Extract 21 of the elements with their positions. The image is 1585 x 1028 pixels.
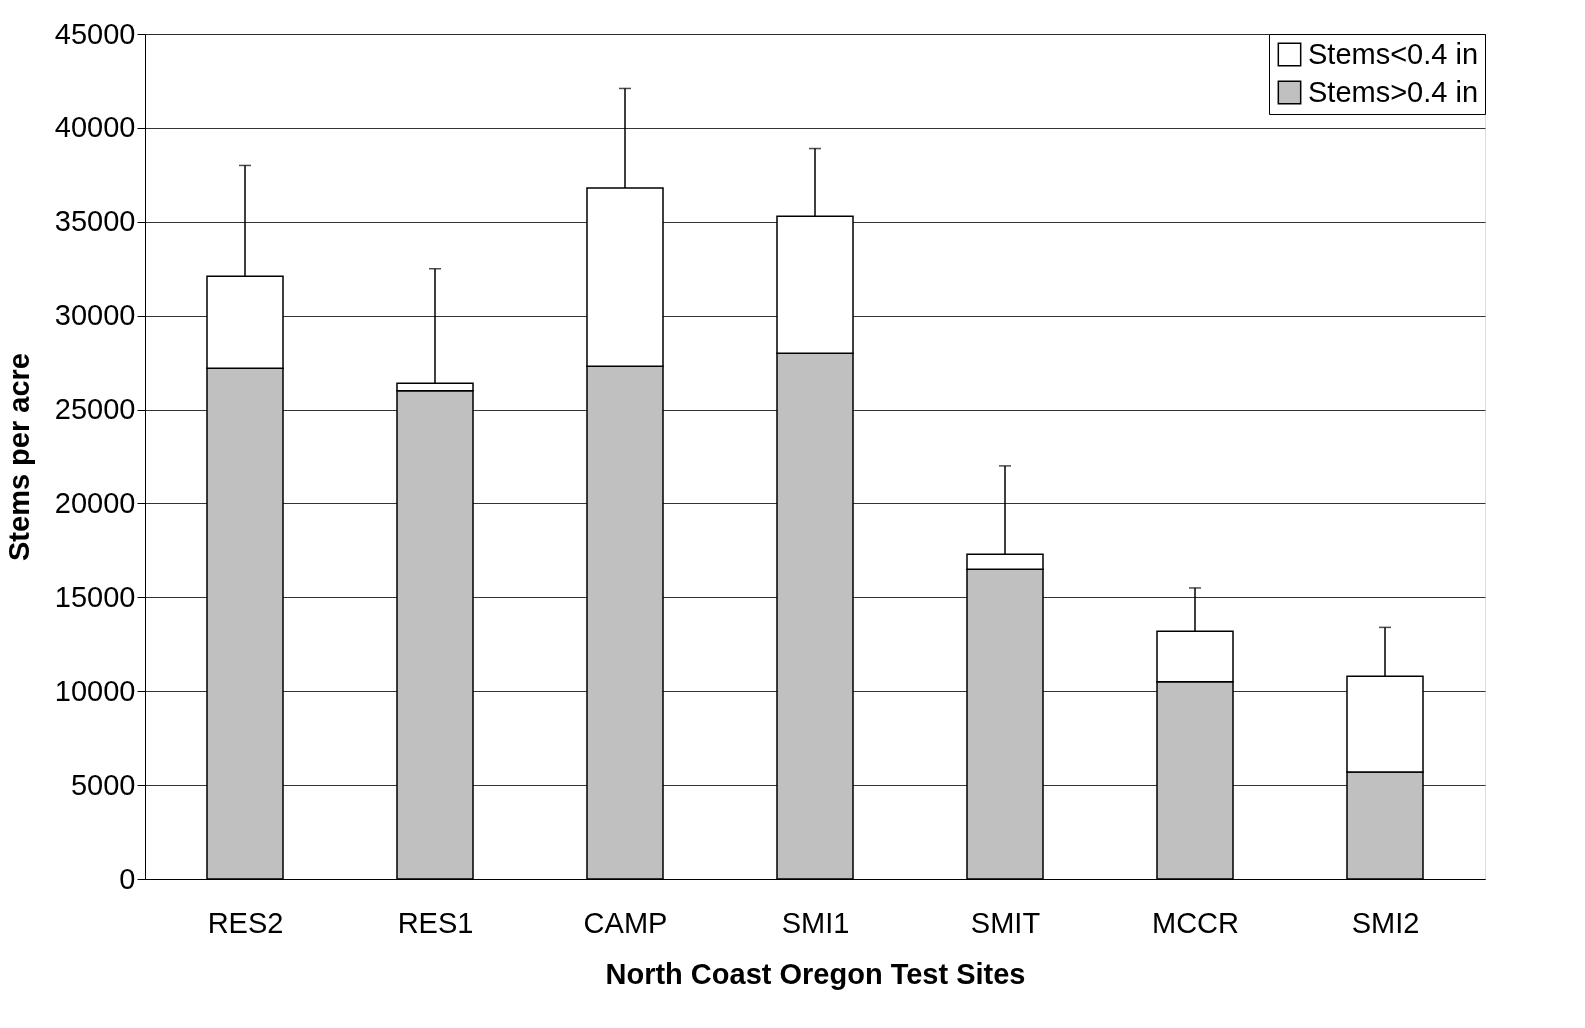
y-tick-label: 0 [119, 862, 136, 895]
y-tick-label: 10000 [54, 674, 136, 707]
y-tick-label: 25000 [54, 393, 136, 426]
x-tick-label: SMIT [970, 906, 1041, 939]
legend-label: Stems<0.4 in [1308, 37, 1479, 70]
y-tick-label: 5000 [70, 768, 136, 801]
x-axis-title: North Coast Oregon Test Sites [605, 957, 1026, 990]
y-tick-label: 40000 [54, 111, 136, 144]
y-axis-title: Stems per acre [2, 353, 35, 561]
x-tick-label: RES2 [207, 906, 284, 939]
y-tick-label: 30000 [54, 299, 136, 332]
x-tick-label: MCCR [1152, 906, 1239, 939]
x-tick-label: CAMP [583, 906, 668, 939]
y-tick-label: 15000 [54, 580, 136, 613]
x-tick-label: SMI2 [1351, 906, 1420, 939]
x-tick-label: RES1 [397, 906, 474, 939]
y-tick-label: 20000 [54, 486, 136, 519]
x-tick-label: SMI1 [781, 906, 850, 939]
y-tick-label: 45000 [54, 17, 136, 50]
legend-label: Stems>0.4 in [1308, 75, 1479, 108]
y-tick-label: 35000 [54, 205, 136, 238]
